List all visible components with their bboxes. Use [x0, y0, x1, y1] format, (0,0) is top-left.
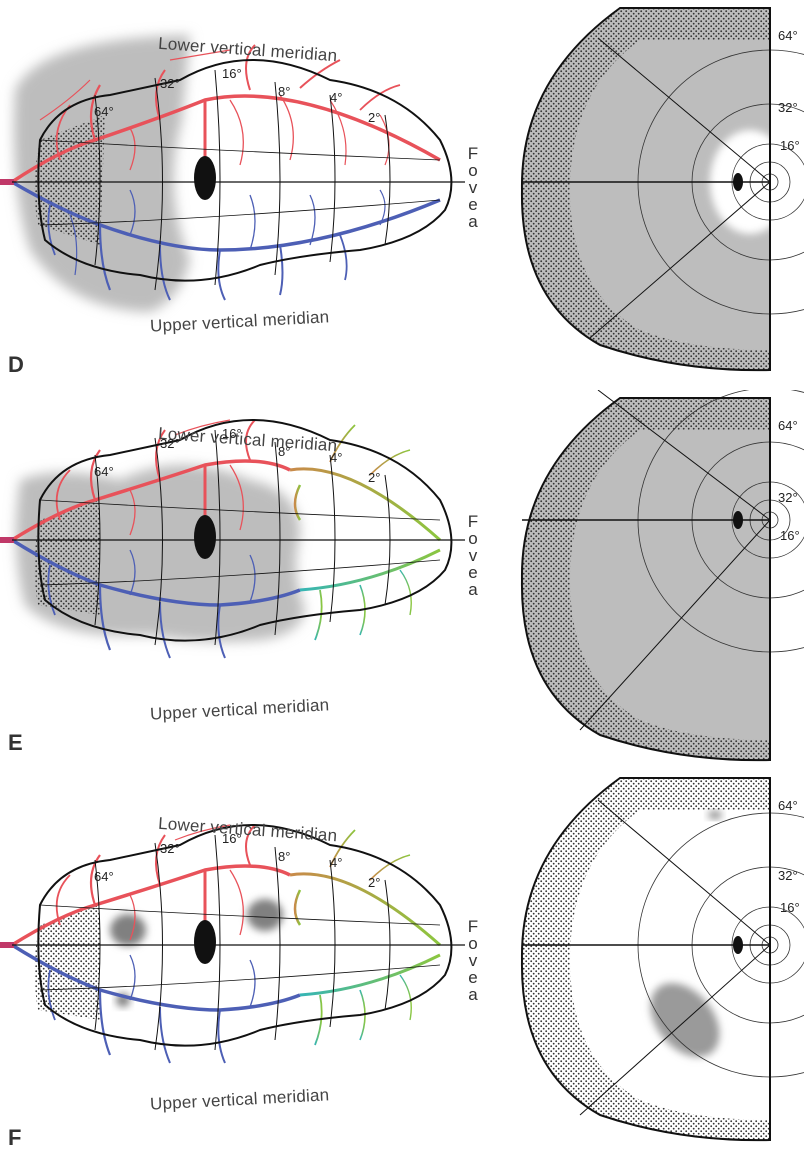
ecc-label-32: 32° [160, 76, 180, 91]
ecc-label-16: 16° [222, 426, 242, 441]
panel-label-d: D [8, 352, 24, 377]
ecc-label-16: 16° [222, 66, 242, 81]
ecc-label-8: 8° [278, 849, 291, 864]
blind-spot [194, 156, 216, 200]
ecc-label-16: 16° [222, 831, 242, 846]
vf-ecc-16: 16° [780, 900, 800, 915]
cortex-outline [37, 419, 453, 642]
panel-d: Lower vertical meridian Upper vertical m… [0, 0, 804, 385]
foveal-upper-vessels [289, 829, 441, 947]
panel-e: Lower vertical meridian Upper vertical m… [0, 390, 804, 775]
eccentricity-grid [39, 429, 441, 646]
visual-field [520, 390, 804, 762]
ecc-label-2: 2° [368, 110, 381, 125]
cortex-dotted-region [34, 905, 100, 1020]
vf-ecc-16: 16° [780, 528, 800, 543]
ecc-label-64: 64° [94, 464, 114, 479]
vf-ecc-32: 32° [778, 490, 798, 505]
cortex-dotted-region [34, 115, 105, 245]
panel-f-graphic [0, 777, 804, 1142]
foveal-lower-vessels [299, 953, 441, 1046]
vf-ecc-32: 32° [778, 868, 798, 883]
ecc-label-64: 64° [94, 869, 114, 884]
ecc-label-4: 4° [330, 450, 343, 465]
vf-ecc-64: 64° [778, 798, 798, 813]
eccentricity-grid [39, 69, 441, 291]
upper-vessels [11, 824, 291, 947]
ecc-label-32: 32° [160, 841, 180, 856]
visual-field [520, 777, 804, 1142]
optic-artery [0, 179, 14, 185]
ecc-label-2: 2° [368, 875, 381, 890]
blind-spot [194, 515, 216, 559]
panel-d-graphic [0, 7, 804, 372]
panel-f: Lower vertical meridian Upper vertical m… [0, 770, 804, 1155]
panel-e-graphic [0, 390, 804, 762]
ecc-label-64: 64° [94, 104, 114, 119]
ecc-label-8: 8° [278, 84, 291, 99]
visual-field [520, 7, 804, 372]
panel-label-e: E [8, 730, 23, 755]
vf-ecc-64: 64° [778, 418, 798, 433]
panel-label-f: F [8, 1125, 22, 1150]
ecc-label-4: 4° [330, 90, 343, 105]
ecc-label-32: 32° [160, 436, 180, 451]
optic-artery [0, 537, 14, 543]
cortex-outline [37, 824, 453, 1047]
vf-ecc-64: 64° [778, 28, 798, 43]
cortex-scotoma-2 [247, 899, 283, 931]
lower-vessels [11, 538, 301, 659]
lower-vessels [11, 943, 301, 1064]
ecc-label-8: 8° [278, 444, 291, 459]
cortex-dotted-region [34, 500, 100, 615]
blind-spot [194, 920, 216, 964]
cortex-outline [37, 59, 453, 282]
foveal-lower-vessels [299, 548, 441, 641]
optic-artery [0, 942, 14, 948]
vf-ecc-32: 32° [778, 100, 798, 115]
cortex-scotoma-1 [110, 914, 146, 946]
ecc-label-2: 2° [368, 470, 381, 485]
vf-ecc-16: 16° [780, 138, 800, 153]
ecc-label-4: 4° [330, 855, 343, 870]
